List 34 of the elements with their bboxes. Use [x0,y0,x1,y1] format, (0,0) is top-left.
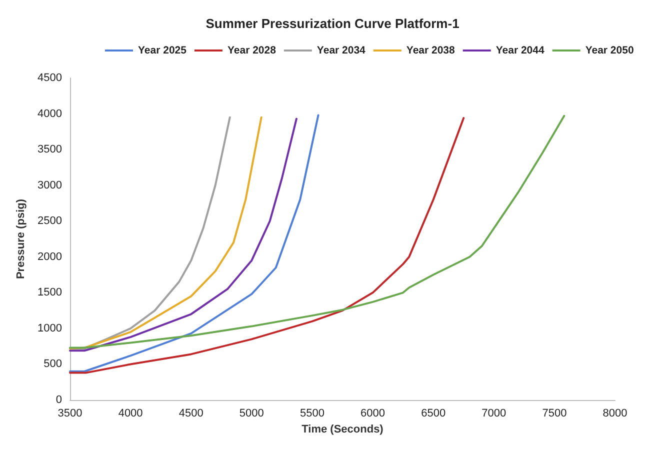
y-tick-label: 3500 [38,144,62,156]
line-series [69,118,298,352]
legend-label: Year 2050 [585,44,634,56]
legend-label: Year 2025 [138,44,187,56]
x-tick-label: 7500 [542,408,567,420]
line-series [69,117,465,374]
x-tick-label: 8000 [602,408,628,420]
x-tick-label: 4000 [118,408,143,420]
line-series [69,116,262,350]
x-tick-label: 5500 [300,408,324,420]
x-tick-label: 6000 [360,408,386,420]
chart-title: Summer Pressurization Curve Platform-1 [206,16,460,31]
x-tick-label: 4500 [178,408,204,420]
line-series [69,114,566,349]
y-tick-label: 0 [56,394,62,406]
x-tick-label: 5000 [239,408,264,420]
legend-label: Year 2038 [406,44,456,56]
y-axis-title: Pressure (psig) [15,198,28,280]
y-tick-label: 4500 [38,72,62,84]
legend-label: Year 2044 [496,44,544,56]
x-tick-label: 7000 [482,408,506,420]
y-tick-label: 1500 [38,286,62,299]
x-axis-title: Time (Seconds) [302,423,384,436]
y-tick-label: 500 [44,358,62,370]
y-tick-label: 3000 [38,179,62,192]
legend-label: Year 2028 [227,44,276,56]
legend-label: Year 2034 [316,44,366,56]
y-tick-label: 2000 [38,250,62,263]
x-tick-label: 6500 [421,408,446,420]
y-tick-label: 4000 [38,108,62,120]
y-tick-label: 1000 [38,322,62,334]
y-tick-label: 2500 [38,215,62,228]
line-series [69,114,320,372]
x-tick-label: 3500 [58,408,82,420]
